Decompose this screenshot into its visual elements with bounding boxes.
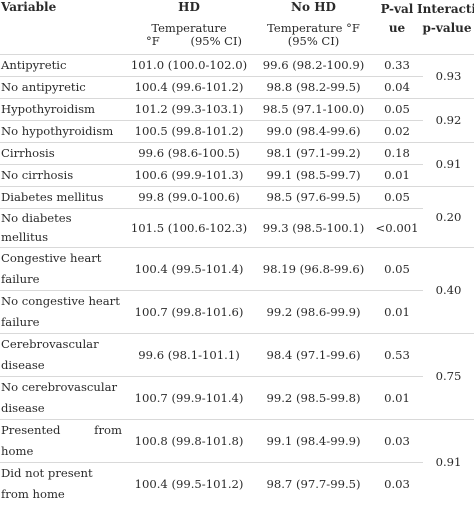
- row-p: 0.53: [371, 334, 423, 377]
- row-p: 0.01: [371, 291, 423, 334]
- header-p-value-text: P-value: [377, 0, 417, 38]
- interaction-value: 0.93: [423, 55, 474, 99]
- row-variable: No diabetes mellitus: [0, 209, 122, 248]
- row-variable: Presented from home: [0, 420, 122, 463]
- row-variable: No hypothyroidism: [0, 121, 122, 143]
- row-p: 0.04: [371, 77, 423, 99]
- interaction-value: 0.75: [423, 334, 474, 420]
- row-variable: Antipyretic: [0, 55, 122, 77]
- row-hd: 100.8 (99.8-101.8): [122, 420, 256, 463]
- interaction-value: 0.92: [423, 99, 474, 143]
- header-interaction: Interaction p-value: [423, 0, 474, 55]
- row-variable: Did not present from home: [0, 463, 122, 505]
- row-no-hd: 99.0 (98.4-99.6): [256, 121, 371, 143]
- row-p: 0.05: [371, 99, 423, 121]
- row-p: <0.001: [371, 209, 423, 248]
- row-p: 0.05: [371, 187, 423, 209]
- interaction-value: 0.40: [423, 248, 474, 334]
- row-hd: 101.0 (100.0-102.0): [122, 55, 256, 77]
- row-p: 0.03: [371, 463, 423, 505]
- row-hd: 100.7 (99.9-101.4): [122, 377, 256, 420]
- header-variable: Variable: [0, 0, 122, 22]
- row-no-hd: 98.8 (98.2-99.5): [256, 77, 371, 99]
- row-hd: 99.8 (99.0-100.6): [122, 187, 256, 209]
- row-variable: No cirrhosis: [0, 165, 122, 187]
- row-no-hd: 99.1 (98.5-99.7): [256, 165, 371, 187]
- row-p: 0.02: [371, 121, 423, 143]
- row-no-hd: 98.7 (97.7-99.5): [256, 463, 371, 505]
- header-hd: HD: [122, 0, 256, 22]
- interaction-value: 0.91: [423, 420, 474, 505]
- row-variable: Congestive heart failure: [0, 248, 122, 291]
- row-variable: Cerebrovascular disease: [0, 334, 122, 377]
- row-variable: Hypothyroidism: [0, 99, 122, 121]
- row-variable: No cerebrovascular disease: [0, 377, 122, 420]
- no-hd-sub-ci: (95% CI): [256, 35, 371, 48]
- row-no-hd: 99.6 (98.2-100.9): [256, 55, 371, 77]
- hd-sub-unit: °F: [146, 35, 160, 48]
- row-hd: 101.5 (100.6-102.3): [122, 209, 256, 248]
- row-hd: 99.6 (98.6-100.5): [122, 143, 256, 165]
- row-no-hd: 98.1 (97.1-99.2): [256, 143, 371, 165]
- row-hd: 100.4 (99.6-101.2): [122, 77, 256, 99]
- row-hd: 101.2 (99.3-103.1): [122, 99, 256, 121]
- row-no-hd: 98.4 (97.1-99.6): [256, 334, 371, 377]
- no-hd-subheader: Temperature °F (95% CI): [256, 22, 371, 55]
- header-p-value: P-value: [371, 0, 423, 55]
- row-p: 0.01: [371, 165, 423, 187]
- row-no-hd: 99.3 (98.5-100.1): [256, 209, 371, 248]
- row-p: 0.18: [371, 143, 423, 165]
- hd-sub-ci: (95% CI): [190, 35, 242, 48]
- hd-subheader: Temperature °F (95% CI): [122, 22, 256, 55]
- row-hd: 99.6 (98.1-101.1): [122, 334, 256, 377]
- interaction-value: 0.91: [423, 143, 474, 187]
- row-no-hd: 99.2 (98.5-99.8): [256, 377, 371, 420]
- row-p: 0.05: [371, 248, 423, 291]
- row-p: 0.33: [371, 55, 423, 77]
- row-no-hd: 98.5 (97.1-100.0): [256, 99, 371, 121]
- interaction-value: 0.20: [423, 187, 474, 248]
- row-p: 0.01: [371, 377, 423, 420]
- row-variable: Diabetes mellitus: [0, 187, 122, 209]
- row-no-hd: 99.1 (98.4-99.9): [256, 420, 371, 463]
- header-no-hd: No HD: [256, 0, 371, 22]
- row-hd: 100.6 (99.9-101.3): [122, 165, 256, 187]
- row-no-hd: 99.2 (98.6-99.9): [256, 291, 371, 334]
- row-variable: No congestive heart failure: [0, 291, 122, 334]
- row-no-hd: 98.19 (96.8-99.6): [256, 248, 371, 291]
- row-hd: 100.4 (99.5-101.4): [122, 248, 256, 291]
- row-hd: 100.7 (99.8-101.6): [122, 291, 256, 334]
- row-no-hd: 98.5 (97.6-99.5): [256, 187, 371, 209]
- row-variable: Cirrhosis: [0, 143, 122, 165]
- row-variable: No antipyretic: [0, 77, 122, 99]
- header-interaction-text: Interaction p-value: [417, 0, 474, 38]
- row-hd: 100.5 (99.8-101.2): [122, 121, 256, 143]
- row-hd: 100.4 (99.5-101.2): [122, 463, 256, 505]
- row-p: 0.03: [371, 420, 423, 463]
